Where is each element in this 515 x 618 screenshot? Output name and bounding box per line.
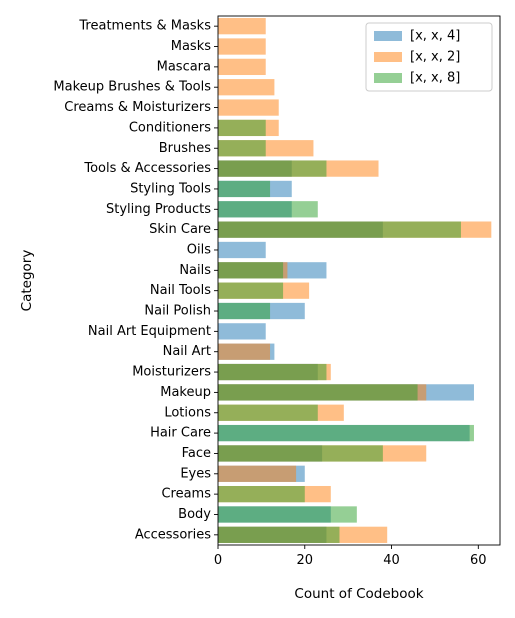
legend-swatch-series-1 <box>374 31 402 41</box>
legend-label-series-1: [x, x, 4] <box>410 29 460 44</box>
bar-s3-lotions <box>218 404 318 421</box>
bar-s3-moisturizers <box>218 363 327 381</box>
bar-s3-accessories <box>218 526 340 543</box>
bar-s1-nail-art-equipment <box>218 323 266 340</box>
y-tick-label: Creams <box>161 487 211 502</box>
bar-s3-creams <box>218 485 305 503</box>
bar-s3-hair-care <box>218 424 474 442</box>
y-tick-label: Nails <box>179 263 211 278</box>
bar-s3-nails <box>218 262 284 279</box>
x-tick-label: 40 <box>383 553 400 568</box>
y-tick-label: Masks <box>171 39 211 54</box>
bar-s3-nail-tools <box>218 282 284 299</box>
bar-s3-nail-polish <box>218 302 271 320</box>
y-tick-label: Hair Care <box>150 426 211 441</box>
x-axis-ticks: 0 20 40 60 <box>214 545 487 568</box>
y-tick-label: Eyes <box>180 466 211 481</box>
legend-swatch-series-2 <box>374 52 402 62</box>
legend-swatch-series-3 <box>374 73 402 83</box>
bar-s2-eyes <box>218 465 297 482</box>
y-axis-ticks: Accessories Body Creams Eyes Face Hair Care Lo… <box>53 19 218 542</box>
bar-s3-tools-accessories <box>218 160 327 177</box>
y-tick-label: Nail Art <box>163 344 211 359</box>
plot-frame <box>217 15 501 546</box>
bar-s3-brushes <box>218 140 266 157</box>
bar-s2-mascara <box>218 58 266 76</box>
y-tick-label: Nail Tools <box>150 283 211 298</box>
bar-s3-makeup <box>218 384 418 401</box>
x-tick-label: 20 <box>296 553 313 568</box>
y-tick-label: Oils <box>187 242 211 257</box>
bar-s3-conditioners <box>218 119 266 137</box>
legend-label-series-3: [x, x, 8] <box>410 71 460 86</box>
x-axis-label: Count of Codebook <box>294 586 423 602</box>
bar-s2-creams-moisturizers <box>218 99 279 116</box>
bar-s2-masks <box>218 38 266 55</box>
legend: [x, x, 4] [x, x, 2] [x, x, 8] <box>365 22 493 92</box>
bar-s2-treatments-masks <box>218 18 266 35</box>
y-tick-label: Treatments & Masks <box>78 19 211 34</box>
y-tick-label: Moisturizers <box>132 365 211 380</box>
bar-s3-skin-care <box>218 221 461 238</box>
bar-s2-makeup-brushes-tools <box>218 79 275 96</box>
y-tick-label: Styling Tools <box>130 181 211 196</box>
y-tick-label: Makeup <box>160 385 211 400</box>
y-tick-label: Brushes <box>159 141 212 156</box>
y-tick-label: Face <box>182 446 211 461</box>
y-tick-label: Mascara <box>157 59 211 74</box>
bar-s3-styling-tools <box>218 180 271 198</box>
y-tick-label: Creams & Moisturizers <box>64 100 211 115</box>
y-tick-label: Accessories <box>135 527 211 542</box>
bar-s1-oils <box>218 241 266 259</box>
y-tick-label: Body <box>178 507 211 522</box>
bar-s2-nail-art <box>218 343 271 360</box>
y-axis-label: Category <box>19 250 35 312</box>
y-tick-label: Styling Products <box>106 202 211 217</box>
y-tick-label: Skin Care <box>149 222 211 237</box>
bars-layer <box>218 18 492 543</box>
bar-s3-face <box>218 445 383 462</box>
bar-s3-styling-products <box>218 201 318 218</box>
x-tick-label: 0 <box>214 553 222 568</box>
y-tick-label: Nail Polish <box>144 304 211 319</box>
y-tick-label: Makeup Brushes & Tools <box>53 80 211 95</box>
bar-s3-body <box>218 506 357 523</box>
y-tick-label: Conditioners <box>129 120 211 135</box>
x-tick-label: 60 <box>470 553 487 568</box>
legend-label-series-2: [x, x, 2] <box>410 50 460 65</box>
y-tick-label: Nail Art Equipment <box>88 324 211 339</box>
y-tick-label: Lotions <box>164 405 211 420</box>
y-tick-label: Tools & Accessories <box>83 161 211 176</box>
